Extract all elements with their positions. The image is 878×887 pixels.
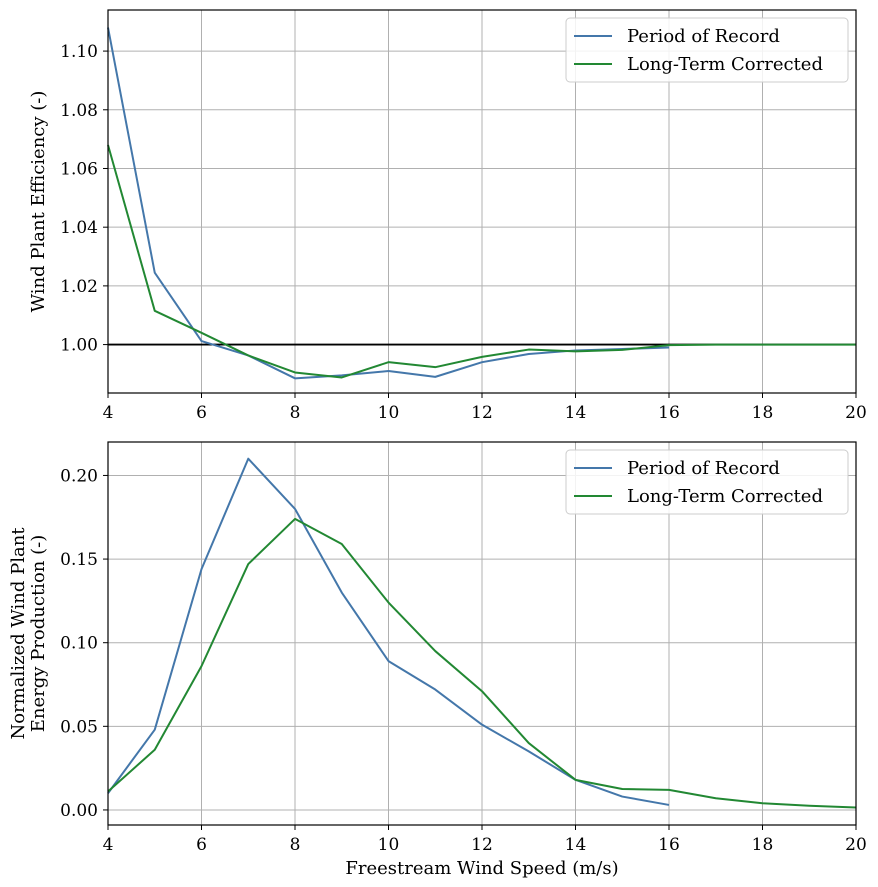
energy-y-axis-label-line: Normalized Wind Plant <box>8 527 29 740</box>
energy-x-tick-label: 18 <box>752 835 774 855</box>
energy-x-tick-label: 6 <box>196 835 207 855</box>
energy-y-tick-label: 0.10 <box>60 634 98 654</box>
energy-legend-label: Long-Term Corrected <box>627 486 823 507</box>
efficiency-x-tick-label: 18 <box>752 403 774 423</box>
efficiency-axis-labels: Wind Plant Efficiency (-) <box>28 91 49 313</box>
energy-x-tick-label: 14 <box>565 835 587 855</box>
energy-x-tick-label: 20 <box>845 835 867 855</box>
energy-legend-label: Period of Record <box>627 458 780 479</box>
efficiency-x-tick-label: 4 <box>103 403 114 423</box>
efficiency-x-tick-label: 14 <box>565 403 587 423</box>
energy-y-axis-label-line: Energy Production (-) <box>28 535 49 732</box>
efficiency-x-tick-label: 8 <box>290 403 301 423</box>
energy-series-group <box>107 457 857 809</box>
energy-x-axis-label: Freestream Wind Speed (m/s) <box>345 858 618 879</box>
energy-legend-box <box>565 449 849 515</box>
efficiency-chart: 4 6 8 10 12 14 16 18 201.001.021.041.061.081.10 … <box>28 9 867 423</box>
energy-y-tick-label: 0.00 <box>60 801 98 821</box>
efficiency-y-tick-label: 1.02 <box>60 277 98 297</box>
energy-x-tick-label: 4 <box>103 835 114 855</box>
efficiency-y-tick-label: 1.00 <box>60 336 98 356</box>
efficiency-x-tick-label: 10 <box>378 403 400 423</box>
energy-series-long-term-corrected <box>107 517 857 809</box>
energy-legend: Period of Record Long-Term Corrected <box>565 449 849 515</box>
efficiency-x-tick-label: 12 <box>471 403 493 423</box>
efficiency-y-tick-label: 1.10 <box>60 42 98 62</box>
efficiency-tick-labels: 4 6 8 10 12 14 16 18 20 1.00 1.02 1.04 1.06 1.08 1.10 <box>60 42 867 423</box>
energy-axis-labels: Normalized Wind Plant Energy Production (… <box>8 527 619 879</box>
efficiency-series-group <box>107 27 856 380</box>
energy-tick-labels: 4 6 8 10 12 14 16 18 20 0.00 0.05 0.10 0.15 0.20 <box>60 466 867 855</box>
efficiency-legend-box <box>565 17 849 83</box>
energy-production-chart: 4 6 8 10 12 14 16 18 20 0.00 0.05 0.10 0.15 0.20 Norm… <box>8 441 867 879</box>
energy-x-tick-label: 10 <box>378 835 400 855</box>
efficiency-x-tick-label: 6 <box>196 403 207 423</box>
energy-y-tick-label: 0.20 <box>60 466 98 486</box>
efficiency-legend: Period of Record Long-Term Corrected <box>565 17 849 83</box>
energy-y-tick-label: 0.05 <box>60 717 98 737</box>
energy-x-tick-label: 8 <box>290 835 301 855</box>
efficiency-x-tick-label: 20 <box>845 403 867 423</box>
energy-y-tick-label: 0.15 <box>60 550 98 570</box>
efficiency-y-tick-label: 1.06 <box>60 159 98 179</box>
efficiency-y-axis-label: Wind Plant Efficiency (-) <box>28 91 49 313</box>
efficiency-series-long-term-corrected <box>107 144 856 379</box>
efficiency-legend-label: Period of Record <box>627 26 780 47</box>
efficiency-y-tick-label: 1.04 <box>60 218 98 238</box>
energy-x-tick-label: 16 <box>658 835 680 855</box>
efficiency-y-tick-label: 1.08 <box>60 101 98 121</box>
efficiency-legend-label: Long-Term Corrected <box>627 54 823 75</box>
energy-x-tick-label: 12 <box>471 835 493 855</box>
efficiency-x-tick-label: 16 <box>658 403 680 423</box>
